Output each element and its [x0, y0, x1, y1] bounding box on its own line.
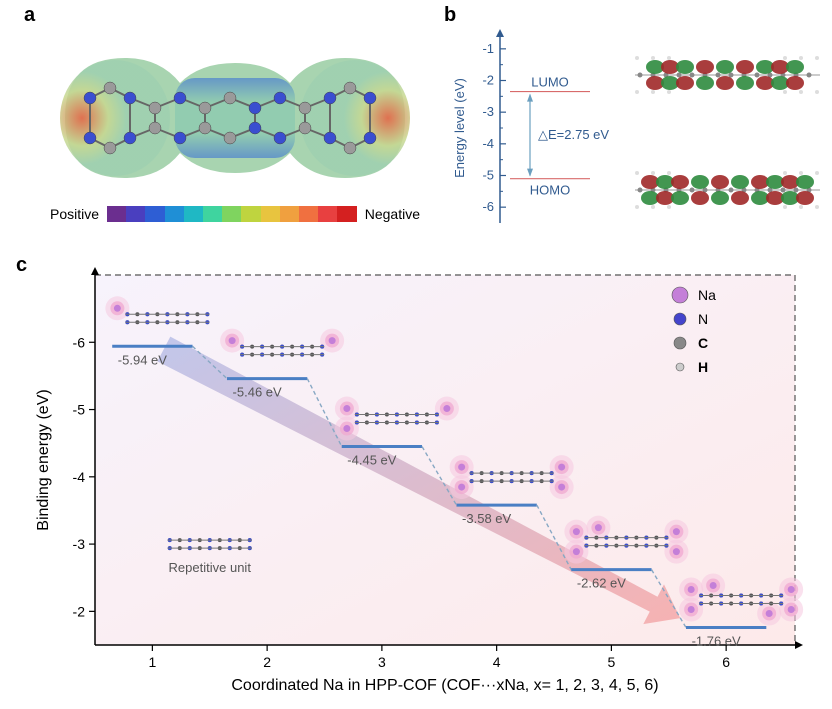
panel-b: b -1-2-3-4-5-6Energy level (eV) LUMOHOMO…: [450, 10, 830, 240]
spectrum-gradient: [107, 206, 357, 222]
negative-label: Negative: [365, 206, 420, 222]
panel-a: a Positive Negative: [30, 10, 440, 240]
svg-text:-5: -5: [482, 168, 494, 183]
svg-text:-2: -2: [482, 73, 494, 88]
svg-text:2: 2: [263, 654, 271, 670]
svg-text:-4: -4: [73, 469, 86, 485]
svg-text:-4: -4: [482, 136, 494, 151]
panel-a-label: a: [24, 4, 35, 27]
panel-c: c 123456-6-5-4-3-2Coordinated Na in HPP-…: [30, 260, 810, 700]
svg-text:4: 4: [493, 654, 501, 670]
svg-text:N: N: [698, 311, 708, 327]
svg-text:5: 5: [607, 654, 615, 670]
svg-text:3: 3: [378, 654, 386, 670]
svg-text:-2: -2: [73, 603, 86, 619]
svg-text:-2.62 eV: -2.62 eV: [577, 576, 626, 591]
svg-text:Coordinated Na in HPP-COF (COF: Coordinated Na in HPP-COF (COF···xNa, x=…: [231, 677, 658, 694]
svg-text:-1: -1: [482, 41, 494, 56]
panel-c-label: c: [16, 254, 27, 277]
svg-text:△E=2.75 eV: △E=2.75 eV: [538, 127, 609, 142]
lumo-orbital: [625, 40, 830, 110]
svg-text:Na: Na: [698, 287, 716, 303]
svg-text:-5.46 eV: -5.46 eV: [233, 385, 282, 400]
svg-text:Energy level (eV): Energy level (eV): [452, 78, 467, 178]
svg-text:-3: -3: [482, 104, 494, 119]
svg-text:-4.45 eV: -4.45 eV: [347, 453, 396, 468]
svg-text:LUMO: LUMO: [531, 75, 569, 90]
svg-text:1: 1: [148, 654, 156, 670]
svg-text:-1.76 eV: -1.76 eV: [692, 634, 741, 649]
svg-text:-6: -6: [482, 199, 494, 214]
svg-text:-6: -6: [73, 334, 86, 350]
spectrum-bar: Positive Negative: [50, 206, 420, 222]
svg-text:-3.58 eV: -3.58 eV: [462, 511, 511, 526]
svg-text:-5.94 eV: -5.94 eV: [118, 352, 167, 367]
esp-surface: [30, 28, 440, 203]
binding-energy-plot: 1 2 3 4 5 6 -6 -5 -4 -3 -2 Coordinated Na in HPP-CO…: [30, 260, 810, 700]
svg-text:C: C: [698, 335, 708, 351]
positive-label: Positive: [50, 206, 99, 222]
homo-orbital: [625, 155, 830, 225]
svg-text:-5: -5: [73, 402, 86, 418]
svg-text:Repetitive unit: Repetitive unit: [169, 560, 252, 575]
svg-text:6: 6: [722, 654, 730, 670]
svg-text:H: H: [698, 359, 708, 375]
svg-text:Binding energy (eV): Binding energy (eV): [35, 389, 52, 530]
svg-text:-3: -3: [73, 536, 86, 552]
svg-text:HOMO: HOMO: [530, 183, 570, 198]
